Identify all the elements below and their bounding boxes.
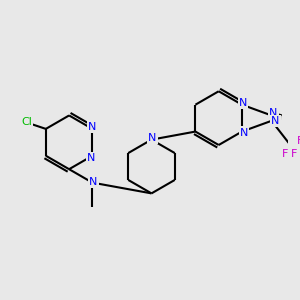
Text: N: N bbox=[269, 108, 278, 118]
Text: N: N bbox=[240, 128, 248, 137]
Text: N: N bbox=[271, 116, 280, 126]
Text: N: N bbox=[89, 177, 98, 187]
Text: F: F bbox=[297, 136, 300, 146]
Text: N: N bbox=[239, 98, 247, 108]
Text: N: N bbox=[87, 153, 96, 163]
Text: N: N bbox=[148, 133, 157, 143]
Text: F: F bbox=[291, 148, 297, 159]
Text: F: F bbox=[281, 148, 288, 159]
Text: N: N bbox=[88, 122, 97, 132]
Text: Cl: Cl bbox=[21, 117, 32, 127]
